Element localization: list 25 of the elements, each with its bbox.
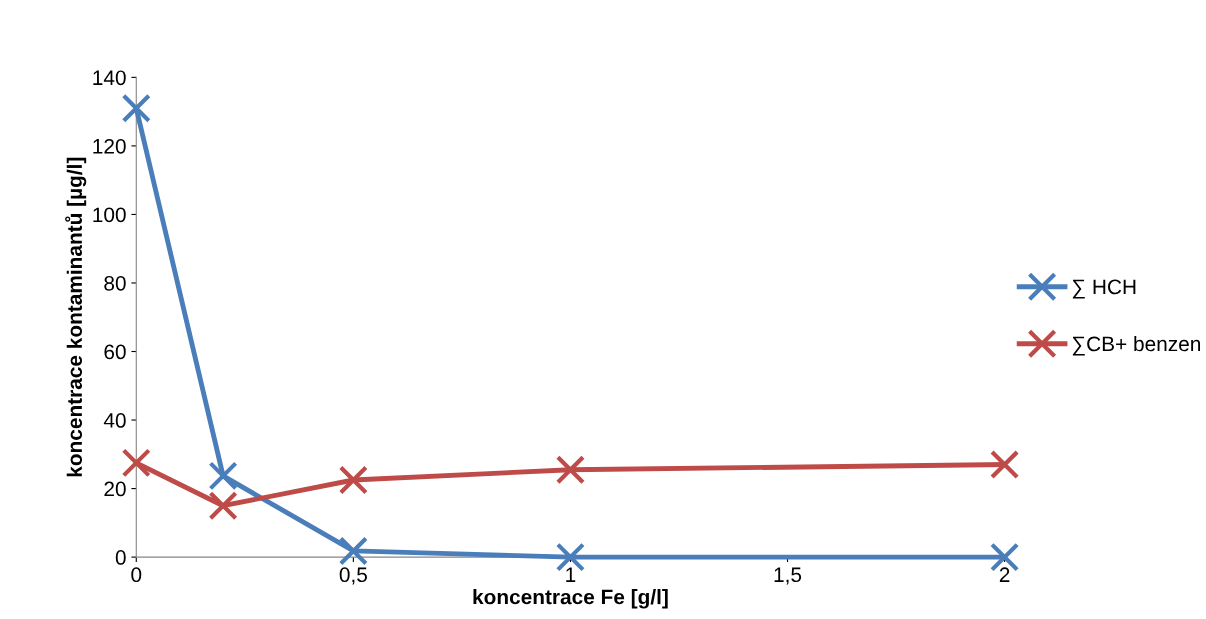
legend-label: ∑ HCH xyxy=(1072,279,1136,299)
x-tick-label: 1 xyxy=(566,567,576,582)
y-axis-title: koncentrace kontaminantů [µg/l] xyxy=(65,157,87,477)
y-tick-label: 20 xyxy=(104,481,126,497)
point xyxy=(208,491,238,521)
y-tick-label: 40 xyxy=(103,413,126,428)
y-tick-label: 60 xyxy=(104,344,126,360)
y-tick-label: 140 xyxy=(93,70,126,86)
point xyxy=(338,536,368,566)
x-tick-label: 2 xyxy=(999,567,1010,582)
point xyxy=(990,449,1020,480)
y-tick-label: 120 xyxy=(93,138,126,154)
point xyxy=(338,465,368,495)
legend-label: ∑CB+ benzen xyxy=(1072,335,1201,356)
point xyxy=(121,448,151,478)
y-tick-label: 0 xyxy=(115,550,126,565)
x-tick-label: 1,5 xyxy=(774,567,802,585)
point xyxy=(555,455,586,485)
x-tick-label: 0 xyxy=(131,567,142,583)
point xyxy=(208,461,238,491)
y-tick-label: 100 xyxy=(93,207,126,223)
x-axis-title: koncentrace Fe [g/l] xyxy=(473,589,668,609)
y-tick-label: 80 xyxy=(104,275,126,291)
x-tick-label: 0,5 xyxy=(339,567,367,585)
point xyxy=(121,93,151,123)
